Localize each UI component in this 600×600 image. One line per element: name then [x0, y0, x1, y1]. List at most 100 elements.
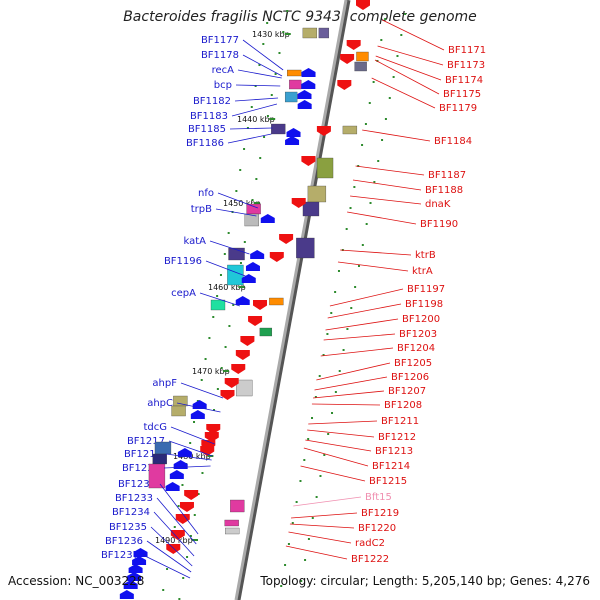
- gene-label[interactable]: BF1213: [375, 446, 413, 457]
- gene-label[interactable]: BF1186: [186, 138, 224, 149]
- gene-block: [307, 185, 327, 203]
- gene-label[interactable]: BF1171: [448, 45, 486, 56]
- gene-label[interactable]: BF1215: [369, 476, 407, 487]
- gene-block: [259, 327, 273, 337]
- gene-label[interactable]: BF1190: [420, 219, 458, 230]
- tick-mark: [291, 522, 294, 524]
- gene-label[interactable]: BF1182: [193, 96, 231, 107]
- tick-mark: [392, 76, 395, 78]
- tick-mark: [361, 244, 364, 246]
- gene-arrow-reverse: [240, 336, 255, 346]
- gene-arrow-reverse: [235, 350, 250, 360]
- tick-mark: [186, 556, 189, 558]
- gene-arrow-forward: [301, 68, 316, 77]
- gene-label[interactable]: BF1183: [190, 111, 228, 122]
- gene-label[interactable]: BF1187: [428, 170, 466, 181]
- gene-label[interactable]: BF1233: [115, 493, 153, 504]
- gene-label[interactable]: recA: [212, 65, 235, 76]
- gene-label[interactable]: ahpF: [152, 378, 177, 389]
- gene-label[interactable]: Bft15: [365, 492, 392, 503]
- leader-line: [227, 133, 272, 144]
- leader-line: [180, 382, 224, 399]
- gene-label[interactable]: BF1196: [164, 256, 202, 267]
- gene-label[interactable]: BF1218: [124, 449, 162, 460]
- tick-mark: [238, 286, 245, 288]
- gene-label[interactable]: bcp: [214, 80, 232, 91]
- gene-arrow-reverse: [346, 40, 361, 50]
- gene-label[interactable]: radC2: [355, 538, 385, 549]
- gene-label[interactable]: BF1200: [402, 314, 440, 325]
- gene-label[interactable]: BF1214: [372, 461, 410, 472]
- gene-label[interactable]: BF1219: [361, 508, 399, 519]
- gene-label[interactable]: BF1234: [112, 507, 150, 518]
- gene-label[interactable]: ktrA: [412, 266, 433, 277]
- gene-label[interactable]: tdcG: [143, 422, 167, 433]
- gene-label[interactable]: BF1173: [447, 60, 485, 71]
- gene-label[interactable]: BF1236: [105, 536, 143, 547]
- gene-arrow-forward: [260, 214, 275, 223]
- right-gene-labels: BF1171 BF1173 BF1174 BF1175 BF1179 BF118…: [351, 45, 486, 565]
- gene-label[interactable]: BF1184: [434, 136, 472, 147]
- gene-label[interactable]: BF1205: [394, 358, 432, 369]
- gene-arrow-reverse: [204, 432, 219, 442]
- gene-label[interactable]: BF1188: [425, 185, 463, 196]
- gene-label[interactable]: cepA: [171, 288, 196, 299]
- gene-label[interactable]: katA: [183, 236, 206, 247]
- gene-block: [224, 519, 239, 527]
- tick-mark: [361, 144, 364, 146]
- tick-mark: [255, 178, 258, 180]
- tick-mark: [311, 517, 314, 519]
- tick-mark: [243, 241, 246, 243]
- tick-mark: [189, 442, 192, 444]
- gene-arrow-reverse: [301, 156, 316, 166]
- gene-label[interactable]: ktrB: [415, 250, 436, 261]
- leader-line: [288, 531, 352, 544]
- tick-mark: [353, 186, 356, 188]
- gene-label[interactable]: BF1178: [201, 50, 239, 61]
- gene-block: [287, 69, 302, 77]
- tick-mark: [246, 127, 249, 129]
- gene-label[interactable]: BF1231: [122, 463, 160, 474]
- gene-arrow-forward: [297, 100, 312, 109]
- gene-label[interactable]: BF1217: [127, 436, 165, 447]
- leader-line: [307, 429, 375, 438]
- gene-label[interactable]: BF1177: [201, 35, 239, 46]
- leader-line: [362, 129, 431, 142]
- gene-label[interactable]: BF1207: [388, 386, 426, 397]
- gene-block: [225, 527, 240, 535]
- gene-label[interactable]: BF1175: [443, 89, 481, 100]
- gene-label[interactable]: BF1198: [405, 299, 443, 310]
- gene-label[interactable]: BF1235: [109, 522, 147, 533]
- gene-label[interactable]: BF1220: [358, 523, 396, 534]
- gene-label[interactable]: trpB: [191, 204, 212, 215]
- tick-mark: [369, 202, 372, 204]
- leader-line: [291, 512, 358, 519]
- gene-label[interactable]: BF1197: [407, 284, 445, 295]
- tick-mark: [266, 22, 269, 24]
- tick-mark: [223, 253, 226, 255]
- gene-label[interactable]: BF1208: [384, 400, 422, 411]
- gene-label[interactable]: dnaK: [425, 199, 451, 210]
- gene-label[interactable]: BF1185: [188, 124, 226, 135]
- gene-label[interactable]: BF1222: [351, 554, 389, 565]
- tick-mark: [304, 559, 307, 561]
- gene-label[interactable]: BF1232: [118, 479, 156, 490]
- leader-line: [199, 292, 241, 307]
- gene-label[interactable]: nfo: [198, 188, 214, 199]
- gene-label[interactable]: BF1206: [391, 372, 429, 383]
- features: [119, 0, 370, 599]
- gene-label[interactable]: BF1237: [101, 550, 139, 561]
- gene-label[interactable]: BF1212: [378, 432, 416, 443]
- gene-label[interactable]: BF1203: [399, 329, 437, 340]
- tick-mark: [303, 459, 306, 461]
- gene-label[interactable]: BF1211: [381, 416, 419, 427]
- leader-line: [303, 447, 369, 467]
- gene-label[interactable]: BF1179: [439, 103, 477, 114]
- tick-mark: [334, 291, 337, 293]
- tick-mark: [280, 585, 283, 587]
- gene-label[interactable]: BF1174: [445, 75, 483, 86]
- tick-mark: [327, 433, 330, 435]
- gene-label[interactable]: ahpC: [147, 398, 173, 409]
- gene-label[interactable]: BF1204: [397, 343, 435, 354]
